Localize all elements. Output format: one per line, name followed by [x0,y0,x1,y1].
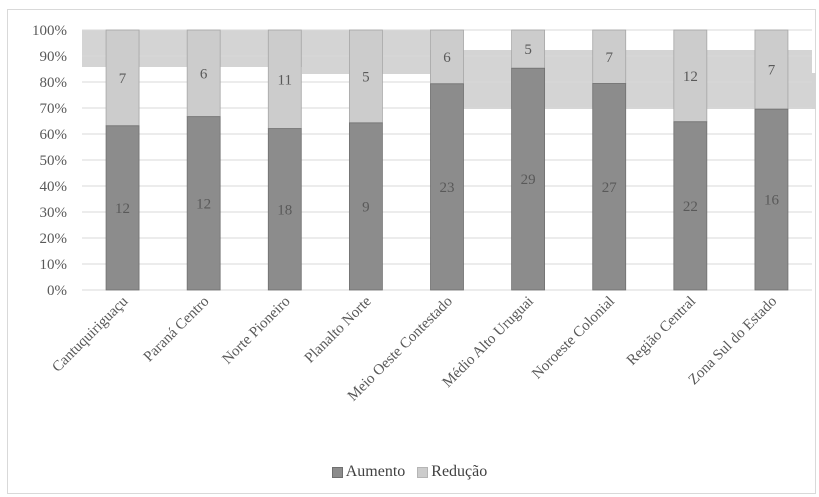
bar-segment-aumento [754,108,789,291]
data-label-reducao: 7 [119,71,127,87]
y-tick-label: 0% [47,283,67,299]
background-band [812,73,816,109]
category-label: Paraná Centro [141,294,213,366]
data-label-reducao: 6 [443,50,451,66]
data-label-aumento: 27 [602,180,618,196]
legend-item-aumento: Aumento [331,463,406,481]
category-label: Norte Pioneiro [220,294,294,368]
bar-segment-aumento [673,121,708,291]
category-label: Zona Sul do Estado [686,294,781,389]
bar-segment-reducao [511,29,546,69]
legend-swatch-aumento [331,466,343,478]
data-label-reducao: 6 [200,66,208,82]
y-tick-label: 20% [40,231,68,247]
bar-segment-reducao [348,29,383,124]
data-label-aumento: 12 [115,201,130,217]
y-tick-label: 10% [40,257,68,273]
data-label-reducao: 12 [683,69,698,85]
bar-segment-aumento [267,128,302,291]
bar-segment-aumento [592,83,627,291]
y-tick-label: 90% [40,49,68,65]
category-label: Noroeste Colonial [529,294,618,383]
bar-segment-aumento [186,116,221,291]
data-labels: 12 7 12 6 18 11 9 5 23 6 29 5 27 7 22 12 16 7 [115,42,779,218]
data-label-reducao: 7 [768,63,776,79]
bars [105,29,789,291]
data-label-reducao: 11 [278,72,292,88]
bar-segment-aumento [511,67,546,291]
data-label-reducao: 5 [524,42,532,58]
y-tick-label: 60% [40,127,68,143]
data-label-aumento: 18 [277,202,292,218]
bar-segment-aumento [105,125,140,291]
bar-segment-reducao [267,29,302,130]
category-label: Cantuquiriguaçu [49,293,131,375]
bar-segment-reducao [754,29,789,110]
bar-segment-aumento [348,122,383,291]
legend-label-aumento: Aumento [345,463,406,480]
data-label-reducao: 7 [605,50,613,66]
legend: Aumento Redução [0,463,819,483]
legend-label-reducao: Redução [431,463,488,480]
data-label-aumento: 23 [440,180,455,196]
y-tick-label: 40% [40,179,68,195]
y-axis-tick-labels: 0% 10% 20% 30% 40% 50% 60% 70% 80% 90% 100% [32,23,67,299]
category-label: Região Central [624,294,699,369]
data-label-aumento: 29 [521,172,536,188]
y-tick-label: 70% [40,101,68,117]
category-label: Médio Alto Uruguai [440,294,537,391]
category-label: Planalto Norte [302,293,375,366]
data-label-aumento: 22 [683,199,698,215]
y-tick-label: 30% [40,205,68,221]
bar-segment-reducao [186,29,221,118]
y-tick-label: 80% [40,75,68,91]
bar-segment-reducao [430,29,464,85]
y-tick-label: 100% [32,23,67,39]
bar-segment-aumento [430,83,464,291]
bar-segment-reducao [592,29,627,84]
category-labels: Cantuquiriguaçu Paraná Centro Norte Pionei… [49,293,780,404]
data-label-aumento: 9 [362,199,370,215]
data-label-reducao: 5 [362,69,370,85]
bar-segment-reducao [673,29,708,123]
data-label-aumento: 16 [764,193,780,209]
legend-swatch-reducao [417,466,429,478]
data-label-aumento: 12 [196,196,211,212]
legend-item-reducao: Redução [417,463,487,481]
y-tick-label: 50% [40,153,68,169]
